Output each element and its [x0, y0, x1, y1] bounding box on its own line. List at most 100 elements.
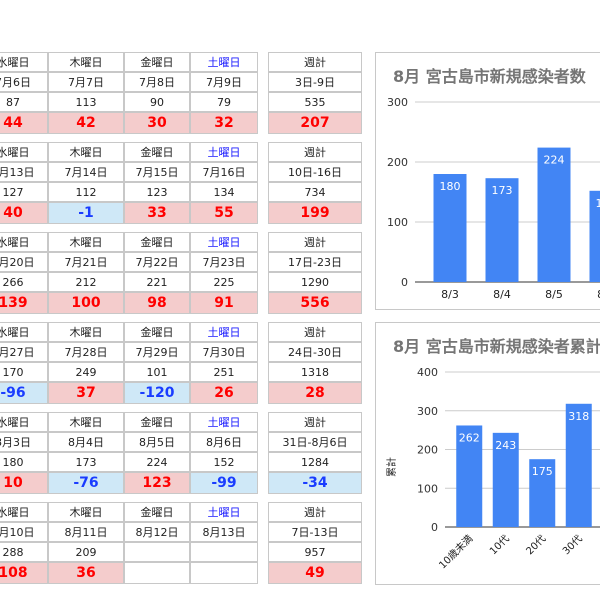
table-cell: 209 — [48, 542, 124, 562]
table-cell: 7月23日 — [190, 252, 258, 272]
table-cell: 水曜日 — [0, 502, 48, 522]
table-cell: 金曜日 — [124, 412, 190, 432]
table-cell: 土曜日 — [190, 142, 258, 162]
bar — [456, 425, 483, 527]
table-cell: 734 — [268, 182, 362, 202]
table-cell: 水曜日 — [0, 322, 48, 342]
table-cell: 8月3日 — [0, 432, 48, 452]
chart-card — [375, 52, 600, 310]
table-cell: 123 — [124, 182, 190, 202]
table-cell: 37 — [48, 382, 124, 404]
y-tick-label: 100 — [387, 216, 408, 229]
data-label: 175 — [532, 465, 553, 478]
bar — [565, 403, 592, 527]
table-cell: 36 — [48, 562, 124, 584]
x-tick-label: 8/5 — [545, 288, 563, 301]
table-cell: 957 — [268, 542, 362, 562]
data-label: 318 — [568, 410, 589, 423]
table-cell: 8月5日 — [124, 432, 190, 452]
table-cell: 170 — [0, 362, 48, 382]
table-cell: 100 — [48, 292, 124, 314]
table-cell: 199 — [268, 202, 362, 224]
table-cell: 7月6日 — [0, 72, 48, 92]
table-cell: 週計 — [268, 142, 362, 162]
table-cell: 金曜日 — [124, 322, 190, 342]
table-cell: -96 — [0, 382, 48, 404]
y-tick-label: 200 — [387, 156, 408, 169]
table-cell: 水曜日 — [0, 52, 48, 72]
table-cell: 90 — [124, 92, 190, 112]
table-cell: 8月10日 — [0, 522, 48, 542]
table-cell: 金曜日 — [124, 52, 190, 72]
bar — [537, 147, 571, 282]
chart-title: 8月 宮古島市新規感染者数 — [393, 67, 587, 86]
table-cell: 金曜日 — [124, 502, 190, 522]
table-cell — [124, 542, 190, 562]
table-cell: 7月28日 — [48, 342, 124, 362]
table-cell: 28 — [268, 382, 362, 404]
x-tick-label: 30代 — [560, 533, 585, 558]
table-cell: 10 — [0, 472, 48, 494]
x-tick-label: 8/3 — [441, 288, 459, 301]
table-cell: 1318 — [268, 362, 362, 382]
table-cell: 木曜日 — [48, 232, 124, 252]
table-cell: 10日-16日 — [268, 162, 362, 182]
table-cell: 55 — [190, 202, 258, 224]
table-cell: 8月12日 — [124, 522, 190, 542]
y-axis-label: 累計 — [385, 457, 398, 477]
table-cell: 79 — [190, 92, 258, 112]
table-cell: 木曜日 — [48, 52, 124, 72]
table-cell: 週計 — [268, 412, 362, 432]
y-tick-label: 300 — [417, 405, 438, 418]
table-cell: -99 — [190, 472, 258, 494]
table-cell: 535 — [268, 92, 362, 112]
y-tick-label: 0 — [431, 521, 438, 534]
y-tick-label: 0 — [401, 276, 408, 289]
table-cell: -120 — [124, 382, 190, 404]
table-cell: 207 — [268, 112, 362, 134]
table-cell: 土曜日 — [190, 232, 258, 252]
table-cell: 113 — [48, 92, 124, 112]
table-cell: 土曜日 — [190, 412, 258, 432]
table-cell: 42 — [48, 112, 124, 134]
table-cell: 40 — [0, 202, 48, 224]
table-cell: 123 — [124, 472, 190, 494]
table-cell: 134 — [190, 182, 258, 202]
table-cell: -1 — [48, 202, 124, 224]
table-cell: 7月16日 — [190, 162, 258, 182]
table-cell: 221 — [124, 272, 190, 292]
bar — [492, 432, 519, 527]
chart-title: 8月 宮古島市新規感染者累計 — [393, 337, 600, 356]
y-tick-label: 200 — [417, 444, 438, 457]
table-cell: 127 — [0, 182, 48, 202]
table-cell: 44 — [0, 112, 48, 134]
x-tick-label: 10代 — [487, 533, 512, 558]
table-cell: 1284 — [268, 452, 362, 472]
table-cell: 木曜日 — [48, 502, 124, 522]
table-cell: 212 — [48, 272, 124, 292]
table-cell: 98 — [124, 292, 190, 314]
table-cell: 139 — [0, 292, 48, 314]
table-cell: 91 — [190, 292, 258, 314]
table-cell: 土曜日 — [190, 322, 258, 342]
table-cell — [190, 562, 258, 584]
table-cell: 土曜日 — [190, 52, 258, 72]
data-label: 152 — [596, 197, 600, 210]
table-cell: 木曜日 — [48, 322, 124, 342]
table-cell: 225 — [190, 272, 258, 292]
table-cell: 木曜日 — [48, 412, 124, 432]
table-cell: 24日-30日 — [268, 342, 362, 362]
table-cell: 8月4日 — [48, 432, 124, 452]
chart: 8月 宮古島市新規感染者数 0 100 200 300 180 8/3 173 8/4 224 8/… — [387, 67, 600, 301]
table-cell: 7月7日 — [48, 72, 124, 92]
table-cell: 7月20日 — [0, 252, 48, 272]
table-cell: 101 — [124, 362, 190, 382]
table-cell — [190, 542, 258, 562]
table-cell: 3日-9日 — [268, 72, 362, 92]
table-cell: 金曜日 — [124, 142, 190, 162]
x-tick-label: 8/4 — [493, 288, 511, 301]
table-cell: 32 — [190, 112, 258, 134]
table-cell: 7日-13日 — [268, 522, 362, 542]
